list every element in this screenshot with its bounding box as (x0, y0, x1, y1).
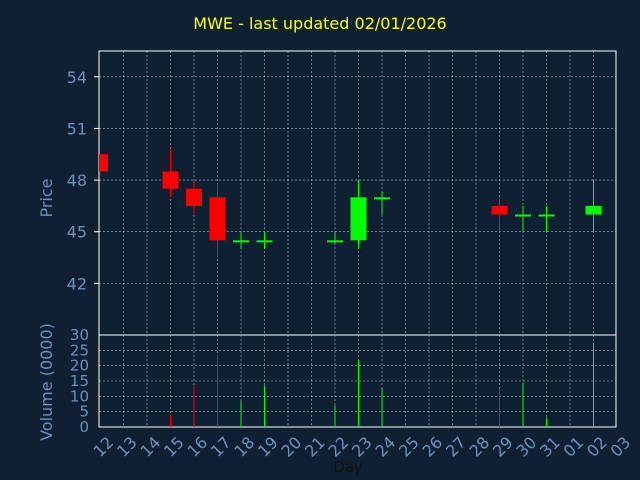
candle-body (350, 197, 367, 241)
x-axis-label: Day (333, 458, 363, 476)
candle-body (162, 171, 179, 189)
price-tick-label: 54 (67, 68, 87, 87)
volume-tick-label: 20 (70, 357, 89, 375)
volume-tick-label: 25 (70, 341, 89, 359)
candle-body (491, 205, 508, 215)
price-axis-label: Price (37, 178, 56, 217)
candle-body (233, 240, 249, 243)
price-panel-frame (98, 50, 617, 336)
volume-axis-label: Volume (0000) (37, 323, 56, 441)
candle-body (374, 197, 390, 200)
volume-tick-label: 0 (79, 418, 89, 436)
candle-body (256, 240, 273, 243)
price-tick-label: 42 (67, 274, 87, 293)
volume-tick-label: 30 (70, 326, 89, 344)
candle-body (515, 214, 531, 217)
volume-tick-label: 15 (70, 372, 89, 390)
price-tick-label: 51 (67, 119, 87, 138)
price-tick-label: 48 (67, 171, 87, 190)
volume-tick-label: 5 (79, 403, 89, 421)
candle-body (186, 188, 202, 206)
volume-panel-frame (98, 334, 617, 428)
price-tick-label: 45 (67, 223, 87, 242)
candle-body (99, 154, 108, 172)
candle-body (538, 214, 555, 217)
chart-title: MWE - last updated 02/01/2026 (193, 14, 447, 33)
candle-body (327, 240, 343, 243)
candle-body (209, 197, 226, 241)
volume-tick-label: 10 (70, 387, 89, 405)
candle-body (585, 205, 602, 215)
x-tick-label: 03 (606, 433, 634, 461)
